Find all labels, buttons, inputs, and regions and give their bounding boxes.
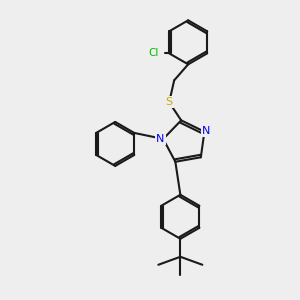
Text: S: S — [166, 97, 173, 107]
Text: Cl: Cl — [148, 48, 158, 58]
Text: N: N — [202, 126, 211, 136]
Text: N: N — [156, 134, 164, 144]
